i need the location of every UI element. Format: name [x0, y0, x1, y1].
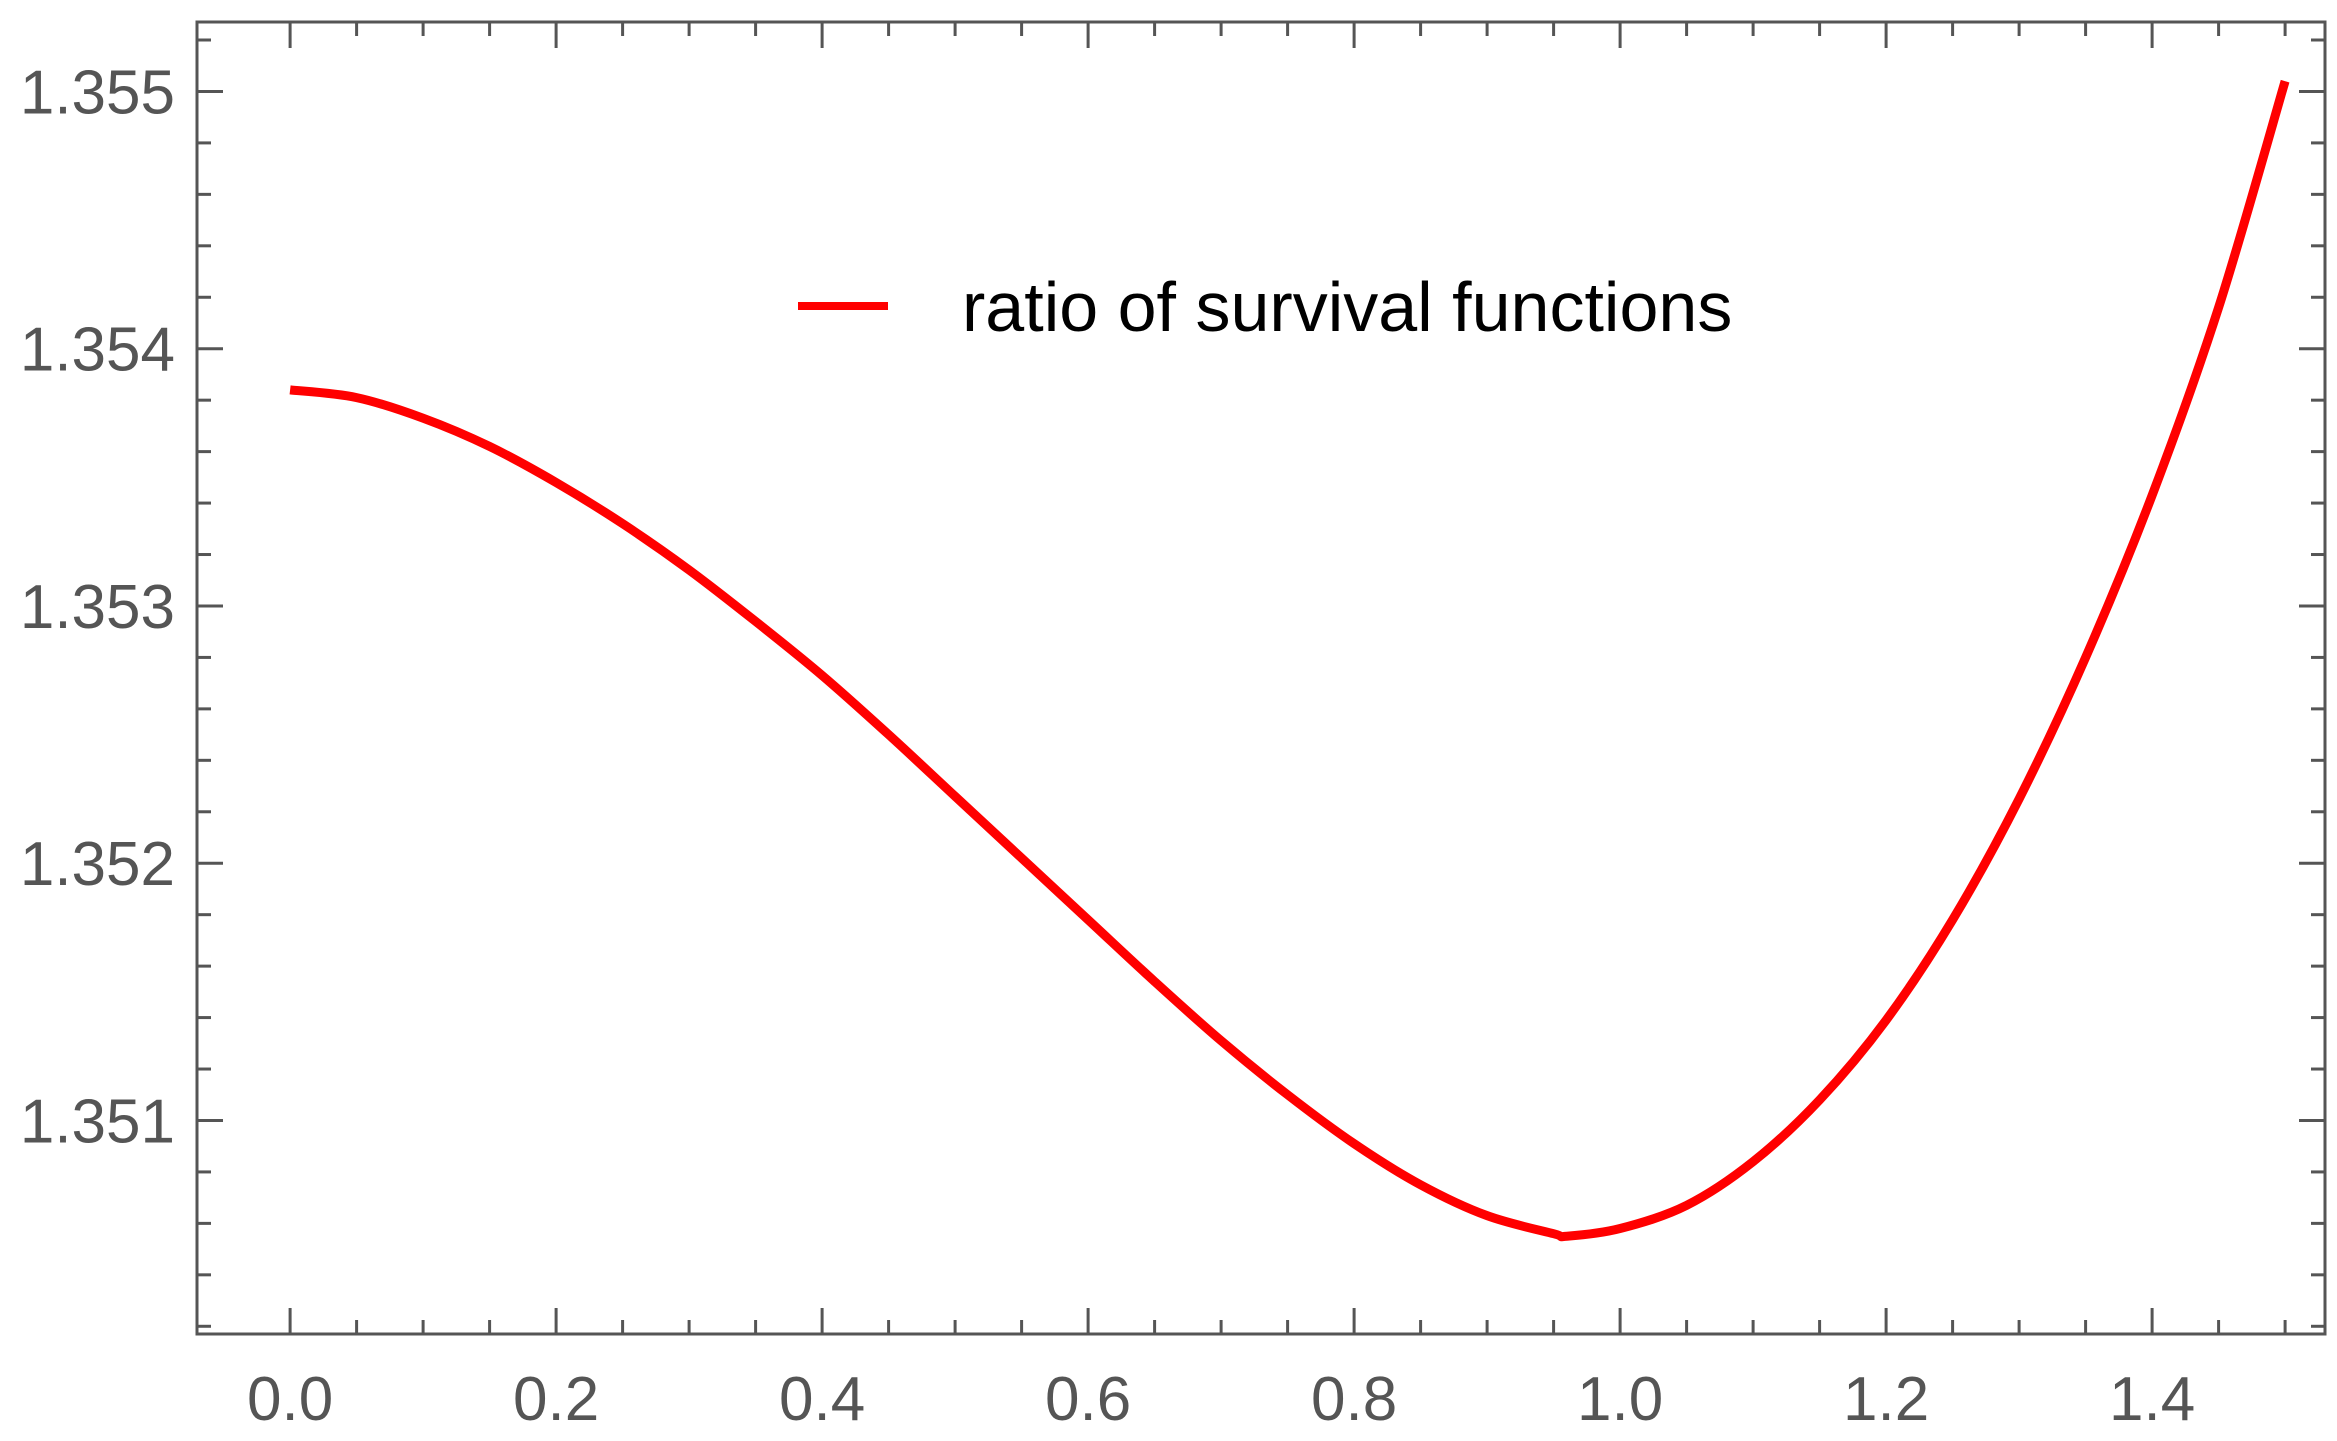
- legend-label: ratio of survival functions: [962, 268, 1732, 346]
- series-line-ratio-of-survival-functions: [289, 79, 2290, 1242]
- x-tick-label: 0.2: [513, 1365, 599, 1434]
- y-tick-label: 1.355: [20, 58, 175, 127]
- y-tick-label: 1.351: [20, 1087, 175, 1156]
- y-tick-label: 1.354: [20, 316, 175, 385]
- y-tick-label: 1.353: [20, 573, 175, 642]
- x-tick-label: 1.2: [1843, 1365, 1929, 1434]
- x-tick-label: 0.0: [247, 1365, 333, 1434]
- x-tick-label: 0.6: [1045, 1365, 1131, 1434]
- tick-labels-layer: 0.0 0.2 0.4 0.6 0.8 1.0 1.2 1.4 1.351 1.352 1.353 1…: [20, 58, 2195, 1434]
- y-tick-label: 1.352: [20, 830, 175, 899]
- legend: ratio of survival functions: [798, 268, 1732, 346]
- x-tick-label: 1.0: [1577, 1365, 1663, 1434]
- x-tick-label: 1.4: [2109, 1365, 2195, 1434]
- x-tick-label: 0.8: [1311, 1365, 1397, 1434]
- plot-frame: [195, 20, 2327, 1336]
- ticks-layer: [197, 22, 2325, 1334]
- x-tick-label: 0.4: [779, 1365, 865, 1434]
